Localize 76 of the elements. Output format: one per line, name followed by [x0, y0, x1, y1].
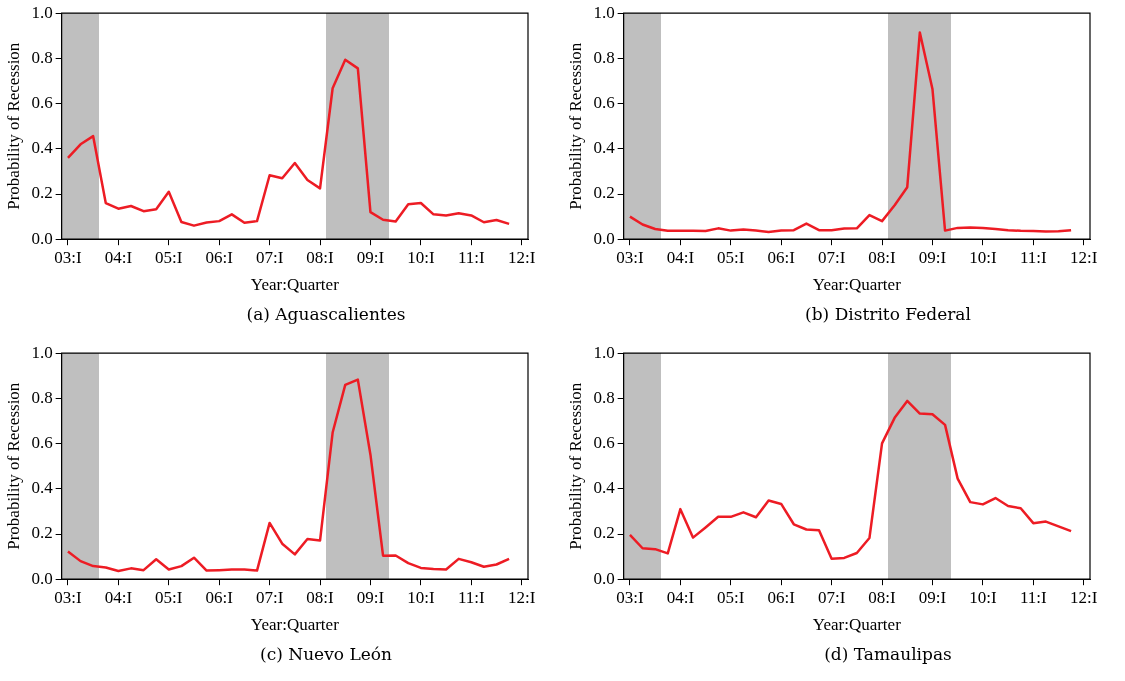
x-tick-label: 08:I	[306, 587, 335, 607]
text: (a) Aguascalientes	[245, 304, 407, 324]
x-tick-label: 08:I	[306, 247, 335, 267]
y-tick-label: 0.8	[593, 47, 615, 67]
y-tick-label: 1.0	[31, 2, 53, 22]
y-tick-label: 0.0	[593, 568, 615, 588]
x-tick-label: 03:I	[616, 247, 644, 267]
x-tick-label: 09:I	[918, 247, 947, 267]
x-tick-label: 11:I	[457, 247, 485, 267]
x-tick-label: 06:I	[767, 247, 796, 267]
x-tick-label: 11:I	[1019, 247, 1047, 267]
y-tick-label: 0.6	[31, 433, 53, 453]
x-tick-label: 12:I	[1070, 587, 1098, 607]
y-tick-label: 0.8	[31, 47, 53, 67]
x-tick-label: 03:I	[54, 247, 82, 267]
y-tick-label: 0.0	[31, 568, 53, 588]
x-tick-label: 05:I	[717, 587, 745, 607]
y-axis-title: Probability of Recession	[3, 42, 23, 210]
x-tick-label: 05:I	[155, 587, 183, 607]
x-tick-label: 10:I	[969, 247, 997, 267]
x-tick-label: 04:I	[104, 587, 133, 607]
x-tick-label: 03:I	[616, 587, 644, 607]
x-tick-label: 11:I	[457, 587, 485, 607]
y-tick-label: 0.6	[593, 433, 615, 453]
x-tick-label: 12:I	[1070, 247, 1098, 267]
x-tick-label: 10:I	[407, 247, 435, 267]
y-tick-label: 1.0	[593, 2, 615, 22]
y-tick-label: 0.2	[31, 183, 53, 203]
x-tick-label: 12:I	[508, 247, 536, 267]
x-tick-label: 05:I	[717, 247, 745, 267]
y-tick-label: 0.2	[593, 523, 615, 543]
x-tick-label: 04:I	[666, 247, 695, 267]
y-tick-label: 0.6	[593, 93, 615, 113]
y-tick-label: 1.0	[593, 342, 615, 362]
y-tick-label: 0.8	[31, 387, 53, 407]
x-tick-label: 07:I	[255, 247, 284, 267]
y-tick-label: 0.4	[593, 478, 616, 498]
x-tick-label: 06:I	[767, 587, 796, 607]
x-tick-label: 10:I	[407, 587, 435, 607]
x-tick-label: 08:I	[868, 247, 897, 267]
x-tick-label: 04:I	[104, 247, 133, 267]
x-tick-label: 07:I	[817, 587, 846, 607]
x-tick-label: 11:I	[1019, 587, 1047, 607]
y-axis-title: Probability of Recession	[565, 42, 585, 210]
y-tick-label: 0.6	[31, 93, 53, 113]
text: (c) Nuevo León	[259, 644, 393, 664]
y-axis-title: Probability of Recession	[565, 382, 585, 550]
x-tick-label: 09:I	[918, 587, 947, 607]
x-tick-label: 06:I	[205, 247, 234, 267]
x-tick-label: 04:I	[666, 587, 695, 607]
y-tick-label: 0.8	[593, 387, 615, 407]
x-axis-title: Year:Quarter	[250, 275, 340, 295]
y-tick-label: 1.0	[31, 342, 53, 362]
x-axis-title: Year:Quarter	[812, 615, 902, 635]
y-tick-label: 0.0	[593, 228, 615, 248]
x-tick-label: 07:I	[817, 247, 846, 267]
x-axis-title: Year:Quarter	[812, 275, 902, 295]
x-tick-label: 08:I	[868, 587, 897, 607]
y-tick-label: 0.4	[593, 138, 616, 158]
x-tick-label: 06:I	[205, 587, 234, 607]
x-axis-title: Year:Quarter	[250, 615, 340, 635]
x-tick-label: 03:I	[54, 587, 82, 607]
x-tick-label: 09:I	[356, 587, 385, 607]
y-axis-title: Probability of Recession	[3, 382, 23, 550]
x-tick-label: 07:I	[255, 587, 284, 607]
x-tick-label: 10:I	[969, 587, 997, 607]
x-tick-label: 12:I	[508, 587, 536, 607]
y-tick-label: 0.4	[31, 478, 54, 498]
y-tick-label: 0.4	[31, 138, 54, 158]
x-tick-label: 09:I	[356, 247, 385, 267]
text: (b) Distrito Federal	[804, 304, 972, 324]
y-tick-label: 0.0	[31, 228, 53, 248]
x-tick-label: 05:I	[155, 247, 183, 267]
text: (d) Tamaulipas	[823, 644, 953, 664]
y-tick-label: 0.2	[31, 523, 53, 543]
y-tick-label: 0.2	[593, 183, 615, 203]
